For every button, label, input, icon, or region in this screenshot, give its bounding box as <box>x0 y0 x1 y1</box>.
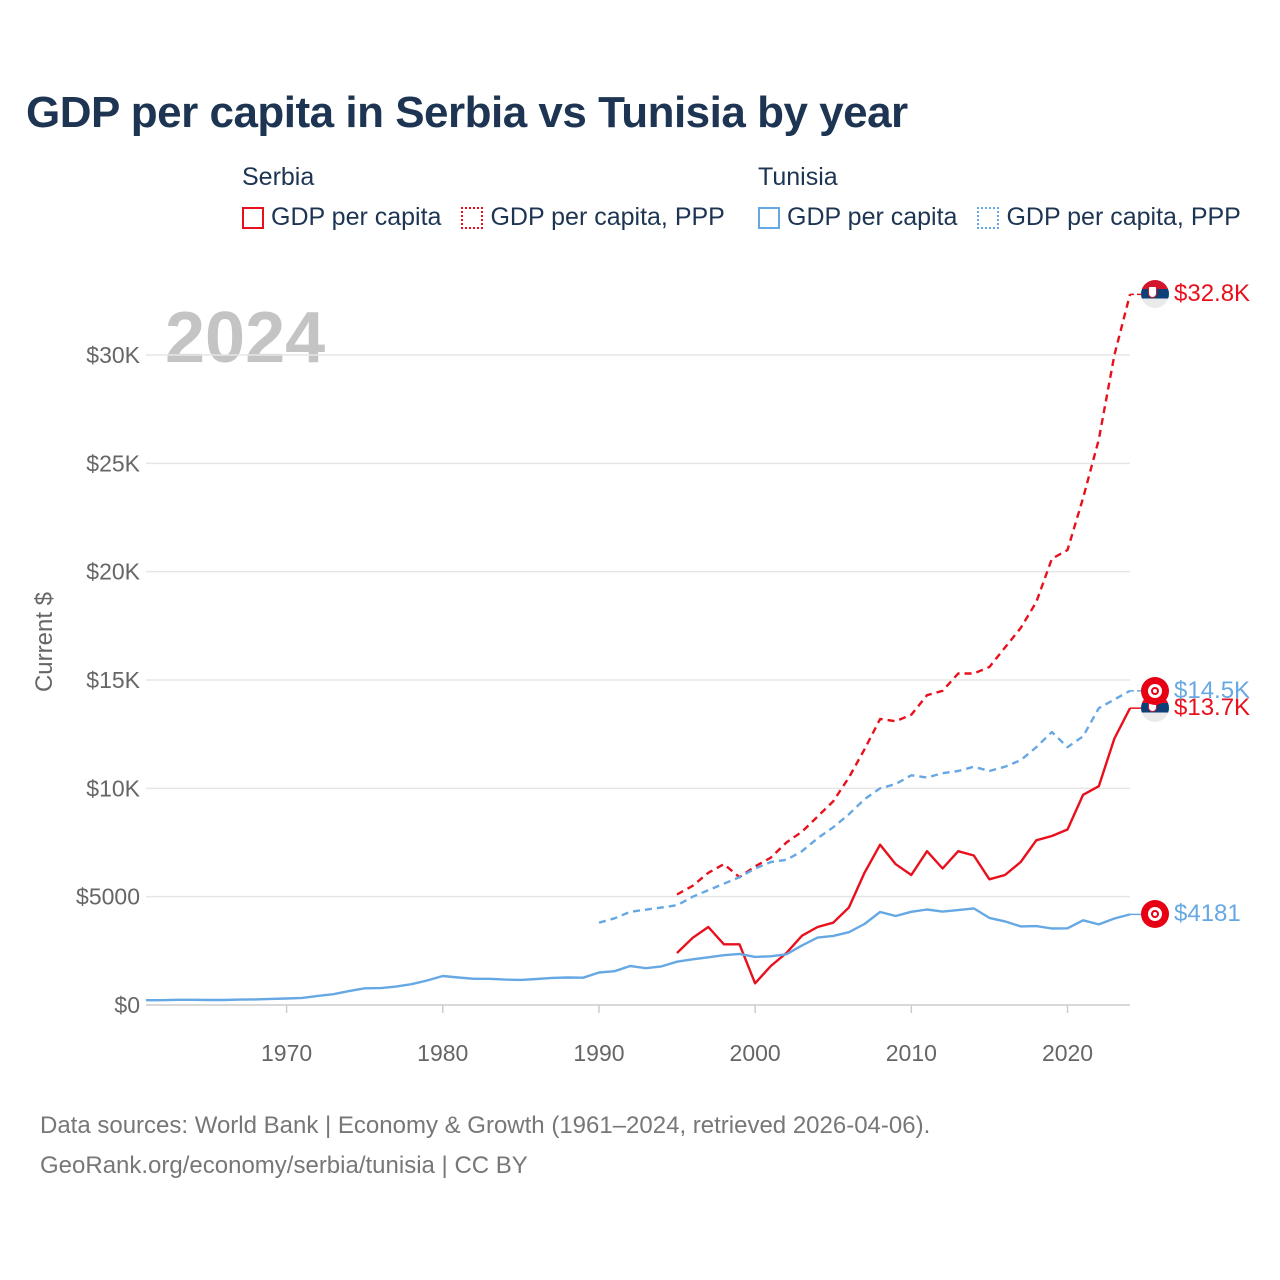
line-chart: 2024 $0 $5000 $10K $15K $20K $25K $30K 1970 1980 1… <box>31 293 1143 1066</box>
source-line-2[interactable]: GeoRank.org/economy/serbia/tunisia | CC … <box>40 1152 528 1179</box>
y-axis-label: Current $ <box>31 592 58 692</box>
legend-serbia-country: Serbia <box>242 163 315 191</box>
legend-swatch-solid-red <box>242 206 264 229</box>
y-tick-label: $5000 <box>76 884 140 910</box>
end-value-label: $13.7K <box>1174 694 1251 722</box>
legend-tunisia-gdp[interactable]: GDP per capita <box>758 203 957 232</box>
x-tick-label: 2010 <box>886 1040 937 1066</box>
x-tick-label: 1980 <box>417 1040 468 1066</box>
tunisia-flag-icon <box>1141 900 1169 929</box>
x-tick-label: 1990 <box>573 1040 624 1066</box>
serbia-gdp-line <box>676 707 1132 985</box>
chart-title: GDP per capita in Serbia vs Tunisia by y… <box>26 88 908 137</box>
legend-serbia: Serbia GDP per capita GDP per capita, PP… <box>242 160 725 232</box>
legend-tunisia-gdp-label: GDP per capita <box>787 203 958 231</box>
legend-tunisia-gdp-ppp-label: GDP per capita, PPP <box>1006 203 1241 231</box>
y-tick-label: $10K <box>86 775 140 801</box>
legend-swatch-dotted-red <box>461 206 484 229</box>
x-tick-label: 2020 <box>1042 1040 1093 1066</box>
y-tick-label: $25K <box>86 450 140 476</box>
legend-serbia-gdp-label: GDP per capita <box>271 203 442 231</box>
legend-serbia-gdp[interactable]: GDP per capita <box>242 203 441 232</box>
legend-serbia-gdp-ppp[interactable]: GDP per capita, PPP <box>461 203 725 232</box>
x-tick-label: 2000 <box>730 1040 781 1066</box>
legend-tunisia-country: Tunisia <box>758 163 838 191</box>
y-tick-label: $20K <box>86 559 140 585</box>
y-tick-label: $0 <box>114 992 140 1018</box>
serbia-flag-icon <box>1141 280 1169 309</box>
legend-tunisia-gdp-ppp[interactable]: GDP per capita, PPP <box>977 203 1241 232</box>
legend-tunisia: Tunisia GDP per capita GDP per capita, P… <box>758 160 1241 232</box>
legend-swatch-dotted-blue <box>977 206 1000 229</box>
tunisia-gdp-ppp-line <box>598 689 1131 924</box>
serbia-gdp-ppp-line <box>676 294 1132 896</box>
year-watermark: 2024 <box>165 298 325 378</box>
y-tick-label: $15K <box>86 667 140 693</box>
source-line-1: Data sources: World Bank | Economy & Gro… <box>40 1112 931 1139</box>
legend-swatch-solid-blue <box>758 206 780 229</box>
end-value-label: $14.5K <box>1174 676 1251 704</box>
tunisia-flag-icon <box>1141 676 1169 705</box>
x-tick-label: 1970 <box>261 1040 312 1066</box>
tunisia-gdp-line <box>146 907 1131 1002</box>
end-value-label: $32.8K <box>1174 280 1251 308</box>
end-value-label: $4181 <box>1174 900 1241 928</box>
data-sources: Data sources: World Bank | Economy & Gro… <box>40 1106 930 1186</box>
y-tick-label: $30K <box>86 342 140 368</box>
legend-serbia-gdp-ppp-label: GDP per capita, PPP <box>490 203 725 231</box>
